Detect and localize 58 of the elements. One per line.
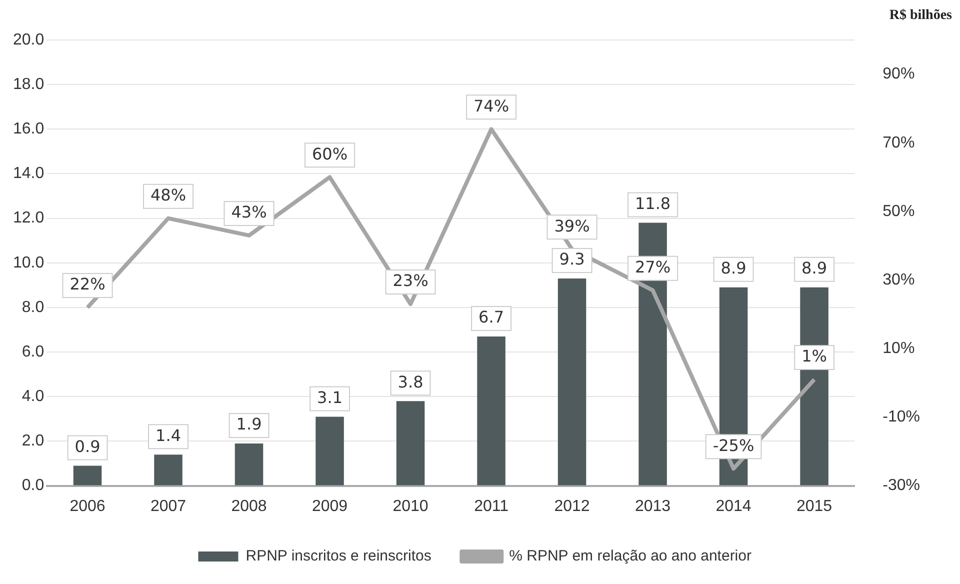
data-label: 23% — [392, 271, 428, 290]
data-label: 9.3 — [559, 250, 585, 269]
data-label: 48% — [150, 185, 186, 204]
data-label: 60% — [312, 144, 348, 164]
data-label: 8.9 — [802, 258, 827, 278]
y2-tick-label: 70% — [882, 134, 915, 152]
y-tick-label: 18.0 — [13, 76, 44, 93]
bar — [396, 401, 425, 486]
legend-label: RPNP inscritos e reinscritos — [246, 548, 432, 565]
x-tick-label: 2014 — [716, 498, 752, 515]
y2-tick-label: 50% — [882, 202, 915, 220]
data-label: 39% — [554, 216, 590, 236]
data-label: 6.7 — [478, 308, 504, 327]
x-tick-label: 2011 — [474, 498, 509, 515]
y-tick-label: 4.0 — [22, 388, 44, 406]
data-label: 1.4 — [156, 426, 181, 445]
y-tick-label: 0.0 — [22, 477, 44, 494]
y-tick-label: 14.0 — [13, 165, 44, 182]
y2-tick-label: 30% — [882, 271, 915, 288]
bar — [154, 454, 182, 486]
x-tick-label: 2008 — [231, 498, 267, 515]
x-tick-label: 2007 — [150, 498, 186, 515]
data-label: 43% — [231, 202, 267, 222]
bar — [558, 278, 586, 486]
x-tick-label: 2010 — [392, 498, 428, 515]
data-label: 11.8 — [634, 194, 671, 213]
data-label: 0.9 — [74, 436, 100, 456]
x-tick-label: 2012 — [554, 498, 590, 515]
data-label: 22% — [70, 274, 106, 294]
y-tick-label: 10.0 — [13, 254, 44, 272]
x-tick-label: 2009 — [312, 498, 348, 515]
data-label: 3.8 — [398, 372, 424, 392]
bar — [234, 443, 264, 486]
data-label: 27% — [634, 257, 671, 276]
y2-tick-label: 90% — [882, 66, 915, 83]
data-label: 1% — [802, 346, 827, 366]
data-label: 3.1 — [317, 388, 342, 407]
text: R$ bilhões — [889, 8, 952, 24]
bar — [477, 336, 506, 486]
bar — [73, 466, 102, 486]
legend-label: % RPNP em relação ao ano anterior — [509, 548, 752, 565]
y-tick-label: 8.0 — [22, 298, 44, 316]
y-tick-label: 20.0 — [13, 31, 44, 48]
bar — [316, 416, 344, 486]
y-tick-label: 2.0 — [22, 432, 44, 450]
data-label: 1.9 — [236, 414, 262, 434]
data-label: 74% — [473, 96, 510, 116]
y2-tick-label: -10% — [882, 408, 920, 426]
y-tick-label: 12.0 — [13, 210, 44, 227]
y2-tick-label: 10% — [882, 340, 915, 358]
data-label: 8.9 — [720, 258, 746, 278]
y2-tick-label: -30% — [882, 477, 920, 494]
x-tick-label: 2013 — [634, 498, 671, 515]
data-label: -25% — [712, 436, 754, 455]
y-tick-label: 6.0 — [22, 343, 44, 360]
x-tick-label: 2006 — [70, 498, 106, 515]
y-tick-label: 16.0 — [13, 120, 44, 138]
x-tick-label: 2015 — [796, 498, 832, 515]
